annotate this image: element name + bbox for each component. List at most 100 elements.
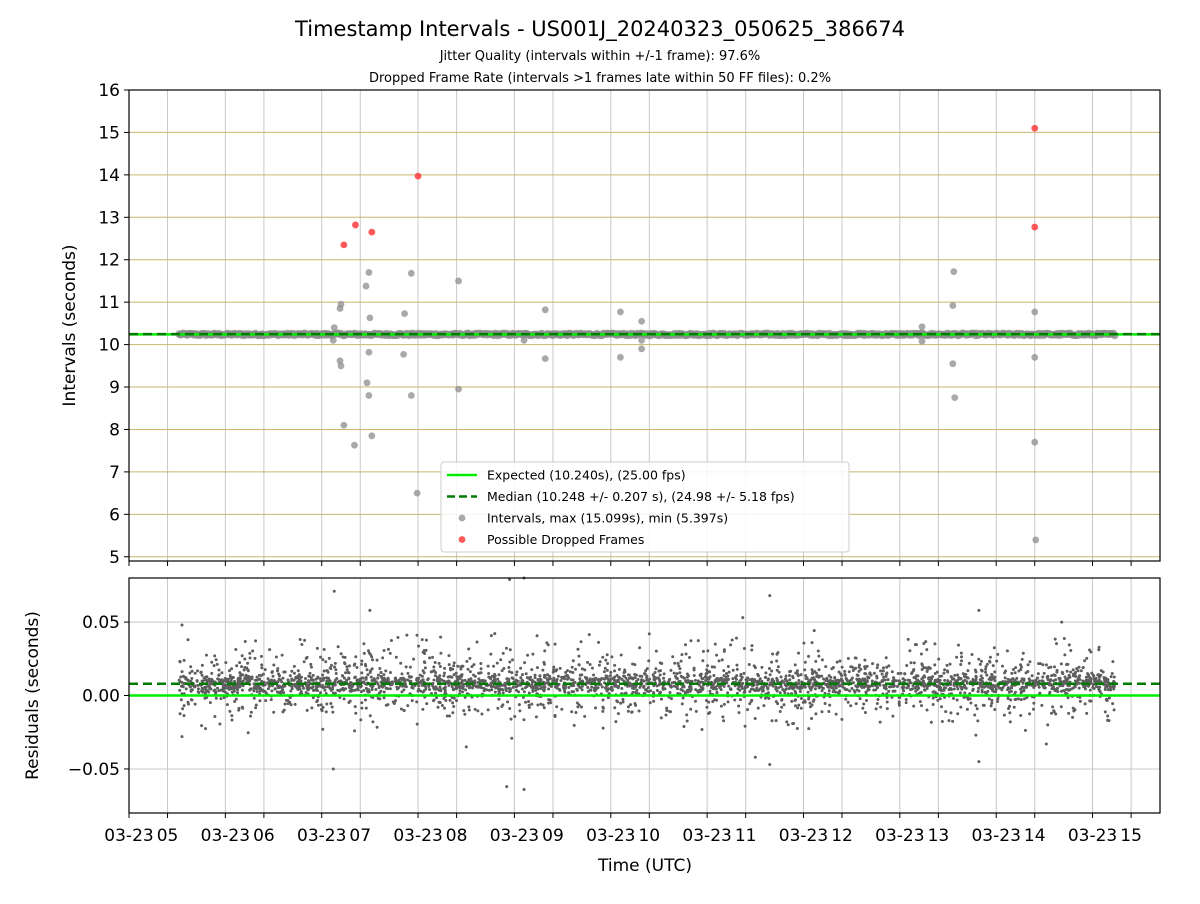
interval-point bbox=[329, 336, 337, 344]
residual-point bbox=[323, 688, 327, 692]
residual-point bbox=[392, 701, 396, 705]
residual-point bbox=[799, 706, 803, 710]
residual-point bbox=[856, 674, 860, 678]
residual-point bbox=[404, 665, 408, 669]
residual-point bbox=[959, 686, 963, 690]
residual-point bbox=[458, 676, 462, 680]
residual-point bbox=[360, 662, 364, 666]
residual-point bbox=[586, 689, 590, 693]
residual-point bbox=[472, 673, 476, 677]
residual-point bbox=[853, 690, 857, 694]
residual-point bbox=[208, 701, 212, 705]
residual-point bbox=[601, 655, 605, 659]
residual-point bbox=[371, 720, 375, 724]
residual-point bbox=[1048, 690, 1052, 694]
residual-point bbox=[381, 656, 385, 660]
residual-point bbox=[657, 683, 661, 687]
residual-point bbox=[516, 679, 520, 683]
residual-point bbox=[1078, 674, 1082, 678]
residual-point bbox=[1019, 665, 1023, 669]
residual-point bbox=[504, 646, 508, 650]
residual-point bbox=[553, 713, 557, 717]
residual-point bbox=[967, 661, 971, 665]
residual-point bbox=[846, 657, 850, 661]
residual-point bbox=[784, 674, 788, 678]
residual-point bbox=[310, 706, 314, 710]
residual-point bbox=[854, 702, 858, 706]
residual-point bbox=[222, 696, 226, 700]
residual-point bbox=[545, 641, 549, 645]
interval-point bbox=[363, 379, 371, 387]
residual-point bbox=[963, 691, 967, 695]
residual-point bbox=[891, 714, 895, 718]
residual-point bbox=[734, 677, 738, 681]
residual-point bbox=[567, 676, 571, 680]
interval-point bbox=[950, 268, 958, 276]
residual-point bbox=[276, 680, 280, 684]
residual-point bbox=[318, 677, 322, 681]
residual-point bbox=[444, 680, 448, 684]
residual-point bbox=[1041, 675, 1045, 679]
residual-point bbox=[406, 704, 410, 708]
residual-point bbox=[542, 660, 546, 664]
residual-point bbox=[615, 684, 619, 688]
residual-point bbox=[885, 707, 889, 711]
interval-point bbox=[330, 324, 338, 332]
residual-point bbox=[846, 700, 850, 704]
residual-point bbox=[925, 687, 929, 691]
residual-point bbox=[1099, 669, 1103, 673]
bottom-y-tick-label: −0.05 bbox=[68, 760, 120, 780]
residual-point bbox=[806, 690, 810, 694]
residual-point bbox=[1021, 651, 1025, 655]
dropped-frame-point bbox=[1031, 124, 1039, 132]
residual-point bbox=[182, 682, 186, 686]
interval-point bbox=[351, 441, 358, 449]
residual-point bbox=[993, 685, 997, 689]
residual-point bbox=[610, 655, 614, 659]
residual-point bbox=[263, 683, 267, 687]
residual-point bbox=[979, 668, 983, 672]
residual-point bbox=[770, 719, 774, 723]
residual-point bbox=[362, 642, 366, 646]
residual-point bbox=[910, 672, 914, 676]
residual-point bbox=[281, 676, 285, 680]
residual-point bbox=[434, 691, 438, 695]
top-y-tick-label: 10 bbox=[98, 336, 120, 356]
bottom-y-axis-label: Residuals (seconds) bbox=[23, 611, 43, 780]
residual-point bbox=[665, 708, 669, 712]
residual-point bbox=[280, 680, 284, 684]
residual-point bbox=[603, 666, 607, 670]
residual-point bbox=[1020, 657, 1024, 661]
residual-point bbox=[785, 679, 789, 683]
residual-point bbox=[359, 690, 363, 694]
residual-point bbox=[685, 719, 689, 723]
residual-point bbox=[355, 679, 359, 683]
residual-point bbox=[1019, 668, 1023, 672]
residual-point bbox=[881, 666, 885, 670]
residual-point bbox=[963, 686, 967, 690]
residual-point bbox=[912, 704, 916, 708]
residual-point bbox=[979, 659, 983, 663]
residual-point bbox=[571, 659, 575, 663]
residual-point bbox=[466, 667, 470, 671]
residual-point bbox=[1001, 686, 1005, 690]
residual-point bbox=[1111, 702, 1115, 706]
residual-point bbox=[726, 664, 730, 668]
residual-point bbox=[735, 663, 739, 667]
residual-point bbox=[733, 698, 737, 702]
residual-point bbox=[471, 686, 475, 690]
residual-point bbox=[236, 691, 240, 695]
residual-point bbox=[243, 665, 247, 669]
residual-point bbox=[788, 678, 792, 682]
residual-point bbox=[637, 709, 641, 713]
residual-point bbox=[693, 678, 697, 682]
residual-point bbox=[925, 648, 929, 652]
residual-point bbox=[795, 726, 799, 730]
residual-point bbox=[442, 696, 446, 700]
dropped-frame-point bbox=[1031, 223, 1039, 231]
residual-point bbox=[966, 697, 970, 701]
residual-point bbox=[906, 685, 910, 689]
residual-point bbox=[558, 666, 562, 670]
x-tick-label: 08 bbox=[446, 826, 468, 846]
residual-point bbox=[985, 662, 989, 666]
